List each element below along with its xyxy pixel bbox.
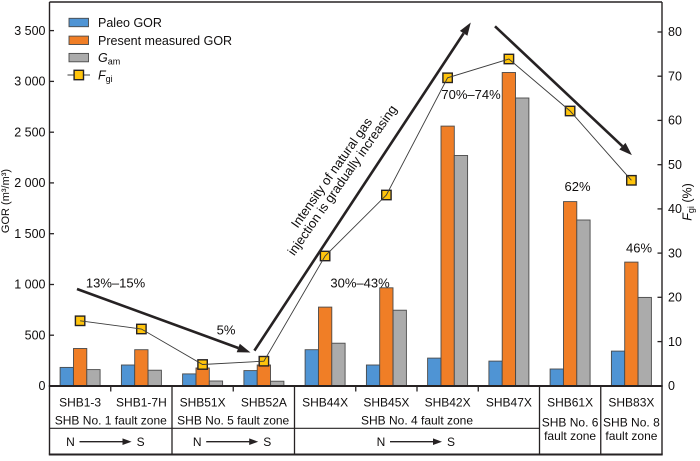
svg-text:70%–74%: 70%–74% [441,87,501,102]
svg-text:3 500: 3 500 [14,24,45,38]
svg-text:0: 0 [39,379,46,393]
svg-text:SHB51X: SHB51X [180,395,226,409]
svg-text:SHB44X: SHB44X [302,395,348,409]
svg-text:20: 20 [668,291,682,305]
svg-text:SHB52A: SHB52A [241,395,287,409]
svg-text:Fgi: Fgi [98,69,113,85]
svg-text:Present measured GOR: Present measured GOR [98,34,232,48]
svg-text:SHB No. 4 fault zone: SHB No. 4 fault zone [361,413,473,427]
svg-text:0: 0 [668,379,675,393]
svg-text:13%–15%: 13%–15% [86,276,146,291]
svg-text:500: 500 [25,328,46,342]
svg-text:70: 70 [668,69,682,83]
svg-text:GOR (m³/m³): GOR (m³/m³) [0,169,12,233]
svg-text:60: 60 [668,114,682,128]
svg-text:Paleo GOR: Paleo GOR [98,16,162,30]
svg-text:30: 30 [668,246,682,260]
svg-text:30%–43%: 30%–43% [330,276,390,291]
svg-text:S: S [137,435,145,449]
svg-text:50: 50 [668,158,682,172]
svg-text:1 500: 1 500 [14,227,45,241]
svg-text:N: N [193,435,202,449]
svg-text:10: 10 [668,335,682,349]
svg-text:SHB No. 8: SHB No. 8 [603,416,660,430]
svg-text:S: S [263,435,271,449]
svg-text:5%: 5% [217,323,236,338]
svg-text:SHB42X: SHB42X [425,395,471,409]
svg-text:S: S [447,435,455,449]
svg-text:SHB1-7H: SHB1-7H [116,395,167,409]
svg-text:Fgi (%): Fgi (%) [681,183,697,221]
svg-text:46%: 46% [626,241,652,256]
svg-text:SHB61X: SHB61X [547,395,593,409]
svg-text:N: N [66,435,75,449]
svg-text:62%: 62% [564,179,590,194]
svg-text:fault zone: fault zone [544,429,596,443]
svg-text:3 000: 3 000 [14,75,45,89]
svg-text:SHB No. 5 fault zone: SHB No. 5 fault zone [177,413,289,427]
svg-text:40: 40 [668,202,682,216]
svg-text:N: N [377,435,386,449]
svg-text:SHB No. 6: SHB No. 6 [542,416,599,430]
svg-text:1 000: 1 000 [14,278,45,292]
svg-text:SHB47X: SHB47X [486,395,532,409]
svg-text:2 000: 2 000 [14,176,45,190]
svg-text:80: 80 [668,25,682,39]
svg-text:SHB45X: SHB45X [363,395,409,409]
svg-text:SHB83X: SHB83X [608,395,654,409]
svg-text:SHB1-3: SHB1-3 [59,395,101,409]
svg-text:Gam: Gam [98,51,120,67]
svg-text:2 500: 2 500 [14,125,45,139]
svg-text:fault zone: fault zone [605,429,657,443]
svg-text:SHB No. 1 fault zone: SHB No. 1 fault zone [55,413,167,427]
